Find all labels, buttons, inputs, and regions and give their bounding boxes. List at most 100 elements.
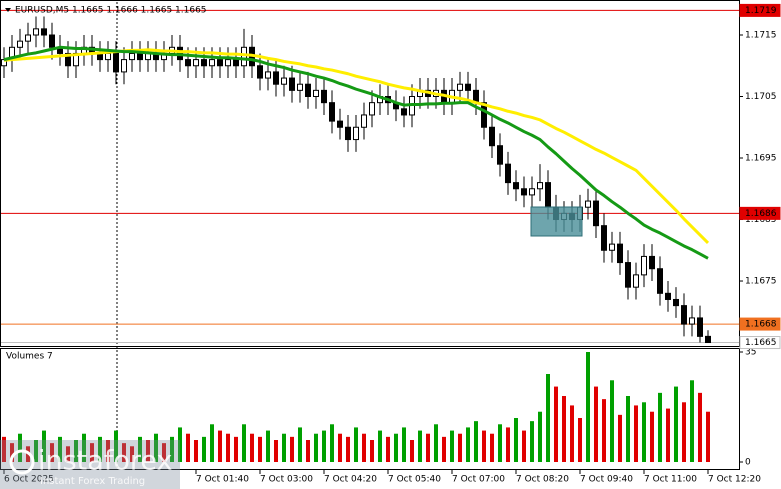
candle-body [609, 243, 615, 251]
volume-bar [50, 443, 54, 462]
volume-bar [666, 408, 670, 462]
volume-bar [586, 352, 590, 462]
volume-bar [530, 421, 534, 462]
volume-bar [690, 380, 694, 462]
candle-body [313, 89, 319, 98]
candle-body [361, 114, 367, 128]
candle-body [41, 28, 47, 36]
candle-body [641, 255, 647, 276]
candle-body [537, 182, 543, 190]
volume-bar [386, 436, 390, 462]
header: EURUSD,M5 1.1665 1.1666 1.1665 1.1665 [15, 6, 207, 16]
candle-body [585, 200, 591, 208]
volume-bar [378, 430, 382, 462]
candle-body [545, 182, 551, 208]
volume-bar [258, 436, 262, 462]
candle-body [697, 317, 703, 337]
volume-bar [162, 443, 166, 462]
volume-bar [618, 414, 622, 462]
level-label: 1.1719 [745, 6, 777, 16]
candle-body [65, 52, 71, 67]
x-tick-label: 7 Oct 11:00 [644, 475, 697, 485]
candle-body [369, 102, 375, 116]
volume-bar [458, 433, 462, 462]
volume-bar [634, 405, 638, 462]
candle-body [529, 188, 535, 196]
volume-bar [394, 433, 398, 462]
level-label: 1.1665 [745, 338, 777, 348]
volume-bar [402, 427, 406, 462]
volume-bar [66, 446, 70, 462]
volume-bar [106, 440, 110, 462]
candle-body [689, 317, 695, 325]
y-tick-label: 1.1715 [745, 31, 777, 41]
candle-body [353, 126, 359, 141]
volume-bar [58, 436, 62, 462]
moving-average [3, 45, 709, 260]
candle-body [481, 102, 487, 128]
volume-bar [322, 430, 326, 462]
volume-bar [434, 424, 438, 462]
volume-bar [554, 386, 558, 462]
volume-bar [130, 446, 134, 462]
volume-bar [242, 424, 246, 462]
volume-bar [682, 402, 686, 462]
volume-bar [602, 399, 606, 462]
candle-body [113, 52, 119, 73]
candle-body [17, 40, 23, 48]
volume-bar [90, 443, 94, 462]
volume-bar [450, 430, 454, 462]
candle-body [681, 305, 687, 325]
watermark-text: instaforex [38, 446, 172, 477]
volume-bar [266, 430, 270, 462]
volume-bar [490, 433, 494, 462]
volume-bar [418, 430, 422, 462]
candle-body [25, 34, 31, 42]
candle-body [137, 52, 143, 61]
volume-bar [658, 392, 662, 462]
volume-bar [330, 424, 334, 462]
candle-body [281, 77, 287, 85]
volume-bar [290, 436, 294, 462]
volume-bar [2, 436, 6, 462]
volume-bar [498, 424, 502, 462]
candle-body [657, 268, 663, 294]
candle-body [521, 188, 527, 196]
volume-bar [466, 427, 470, 462]
volume-bar [610, 380, 614, 462]
candle-body [457, 83, 463, 91]
price-panel [0, 0, 740, 347]
x-tick-label: 7 Oct 01:40 [196, 475, 249, 485]
watermark-logo [9, 449, 35, 475]
candle-body [297, 83, 303, 91]
candle-body [265, 71, 271, 79]
volume-bar [354, 427, 358, 462]
candle-body [305, 83, 311, 98]
volume-bar [146, 440, 150, 462]
volume-bar [18, 433, 22, 462]
candle-body [601, 225, 607, 251]
level-label: 1.1686 [745, 209, 777, 219]
volume-bar [178, 427, 182, 462]
candle-body [209, 59, 215, 67]
level-label-bg [739, 317, 781, 331]
y-tick-label: 1.1675 [745, 277, 777, 287]
volume-bar [546, 374, 550, 462]
volume-bar [474, 421, 478, 462]
volume-bar [562, 396, 566, 462]
x-tick-label: 7 Oct 12:20 [708, 475, 761, 485]
candle-body [465, 83, 471, 91]
volume-bar [306, 440, 310, 462]
candle-body [345, 126, 351, 141]
volume-bar [522, 430, 526, 462]
candle-body [217, 59, 223, 67]
watermark: instaforex Instant Forex Trading [0, 440, 180, 489]
volume-bar [98, 436, 102, 462]
volume-bar [250, 433, 254, 462]
candle-body [185, 59, 191, 67]
candle-body [241, 46, 247, 67]
x-tick-label: 6 Oct 2025 [4, 475, 54, 485]
candle-body [665, 292, 671, 300]
volume-bar [570, 405, 574, 462]
